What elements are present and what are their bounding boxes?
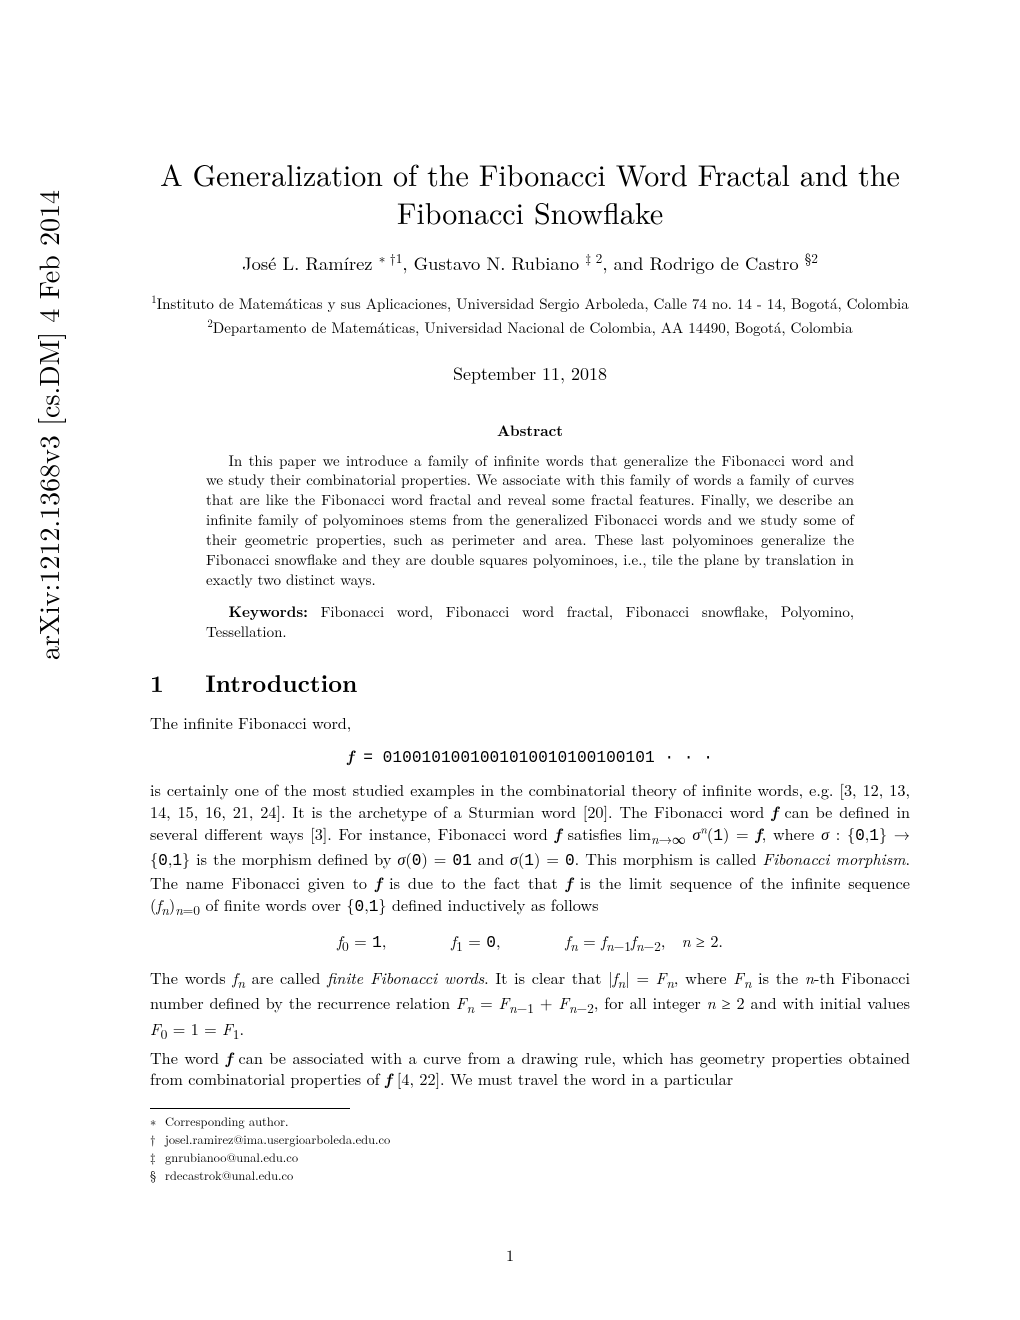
footnote-symbol: ∗ <box>150 1113 161 1130</box>
section-1-heading: 1 Introduction <box>150 666 910 700</box>
equation-fib-word: f = 0100101001001010010100100101 · · · <box>150 743 910 767</box>
section-1-number: 1 <box>150 666 164 700</box>
footnote-item: §rdecastrok@unal.edu.co <box>150 1167 910 1184</box>
footnote-symbol: § <box>150 1167 161 1184</box>
footnote-text: Corresponding author. <box>165 1112 288 1130</box>
page-content: A Generalization of the Fibonacci Word F… <box>150 0 910 1183</box>
footnote-item: ∗Corresponding author. <box>150 1113 910 1130</box>
abstract-heading: Abstract <box>206 420 854 441</box>
abstract-block: Abstract In this paper we introduce a fa… <box>206 420 854 642</box>
equation-recurrence: f0 = 1, f1 = 0, fn = fn−1fn−2, n ≥ 2. <box>150 929 910 955</box>
keywords-label: Keywords: <box>229 601 308 622</box>
affiliation-2: 2Departamento de Matemáticas, Universida… <box>150 318 910 338</box>
arxiv-stamp: arXiv:1212.1368v3 [cs.DM] 4 Feb 2014 <box>28 190 68 660</box>
footnotes-block: ∗Corresponding author. †josel.ramirez@im… <box>150 1113 910 1184</box>
footnote-symbol: † <box>150 1131 161 1148</box>
paper-date: September 11, 2018 <box>150 361 910 386</box>
footnote-text: rdecastrok@unal.edu.co <box>165 1166 293 1184</box>
title-line2: Fibonacci Snowflake <box>397 190 663 233</box>
footnote-text: gnrubianoo@unal.edu.co <box>165 1148 298 1166</box>
intro-para-3: The words fn are called finite Fibonacci… <box>150 967 910 1043</box>
authors-line: José L. Ramírez ∗ †1, Gustavo N. Rubiano… <box>150 250 910 276</box>
footnote-text: josel.ramirez@ima.usergioarboleda.edu.co <box>165 1130 390 1148</box>
footnote-symbol: ‡ <box>150 1149 161 1166</box>
intro-para-4: The word f can be associated with a curv… <box>150 1047 910 1090</box>
affiliation-1: 1Instituto de Matemáticas y sus Aplicaci… <box>150 294 910 314</box>
footnote-rule <box>150 1108 350 1109</box>
intro-para-2: is certainly one of the most studied exa… <box>150 779 910 919</box>
footnote-item: †josel.ramirez@ima.usergioarboleda.edu.c… <box>150 1131 910 1148</box>
eq1-text: = 0100101001001010010100100101 · · · <box>354 749 713 767</box>
page-number: 1 <box>0 1243 1020 1266</box>
paper-title: A Generalization of the Fibonacci Word F… <box>150 155 910 230</box>
footnote-item: ‡gnrubianoo@unal.edu.co <box>150 1149 910 1166</box>
section-1-title: Introduction <box>205 666 357 700</box>
intro-para-1: The infinite Fibonacci word, <box>150 712 910 734</box>
abstract-text: In this paper we introduce a family of i… <box>206 451 854 591</box>
keywords-line: Keywords: Fibonacci word, Fibonacci word… <box>206 602 854 642</box>
